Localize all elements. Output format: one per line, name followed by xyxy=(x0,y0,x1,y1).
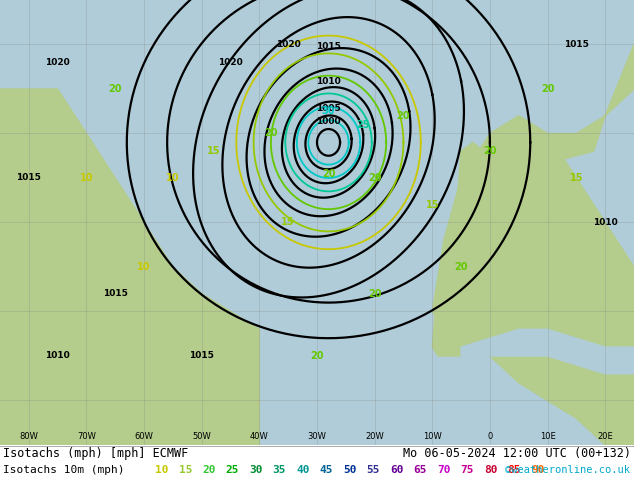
Text: 1000: 1000 xyxy=(316,118,341,126)
Text: 1015: 1015 xyxy=(190,351,214,361)
Text: 20: 20 xyxy=(368,289,382,299)
Text: 20: 20 xyxy=(483,147,496,156)
Text: 10: 10 xyxy=(155,465,169,475)
Text: 90: 90 xyxy=(531,465,545,475)
Text: 10: 10 xyxy=(166,173,179,183)
Text: 15: 15 xyxy=(281,218,295,227)
Text: 10: 10 xyxy=(80,173,93,183)
Text: 60W: 60W xyxy=(134,432,153,441)
Text: 20: 20 xyxy=(264,128,278,139)
Polygon shape xyxy=(519,36,634,160)
Text: 30: 30 xyxy=(249,465,262,475)
Text: 20: 20 xyxy=(397,111,410,121)
Text: 1015: 1015 xyxy=(16,173,41,182)
Text: 20: 20 xyxy=(108,84,122,94)
Text: 40W: 40W xyxy=(250,432,269,441)
Text: 1015: 1015 xyxy=(564,40,589,49)
Text: 55: 55 xyxy=(366,465,380,475)
Text: ©weatheronline.co.uk: ©weatheronline.co.uk xyxy=(505,465,630,475)
Text: 45: 45 xyxy=(320,465,333,475)
Text: 15: 15 xyxy=(179,465,192,475)
Text: Mo 06-05-2024 12:00 UTC (00+132): Mo 06-05-2024 12:00 UTC (00+132) xyxy=(403,446,631,460)
Polygon shape xyxy=(0,89,259,445)
Text: 50W: 50W xyxy=(192,432,211,441)
Text: 20: 20 xyxy=(541,84,554,94)
Text: 10W: 10W xyxy=(423,432,442,441)
Text: 15: 15 xyxy=(425,200,439,210)
Polygon shape xyxy=(432,276,507,356)
Text: 25: 25 xyxy=(356,120,370,129)
Text: 20W: 20W xyxy=(365,432,384,441)
Text: 80: 80 xyxy=(484,465,498,475)
Text: 20: 20 xyxy=(202,465,216,475)
Text: 70W: 70W xyxy=(77,432,96,441)
Text: 20: 20 xyxy=(322,169,335,178)
Text: 30W: 30W xyxy=(307,432,327,441)
Text: 70: 70 xyxy=(437,465,451,475)
Text: 1010: 1010 xyxy=(593,218,618,227)
Polygon shape xyxy=(461,329,634,374)
Text: 15: 15 xyxy=(207,147,220,156)
Text: 40: 40 xyxy=(296,465,309,475)
Text: 1005: 1005 xyxy=(316,104,341,113)
Text: 1020: 1020 xyxy=(45,58,70,67)
Text: 20: 20 xyxy=(368,173,382,183)
Text: 65: 65 xyxy=(413,465,427,475)
Text: 35: 35 xyxy=(273,465,286,475)
Text: 60: 60 xyxy=(390,465,403,475)
Text: 0: 0 xyxy=(488,432,493,441)
Text: 15: 15 xyxy=(569,173,583,183)
Text: 20E: 20E xyxy=(597,432,613,441)
Text: 1015: 1015 xyxy=(316,42,341,51)
Text: 85: 85 xyxy=(507,465,521,475)
Polygon shape xyxy=(455,143,490,222)
Text: 30: 30 xyxy=(322,106,335,116)
Text: 1020: 1020 xyxy=(276,40,301,49)
Text: 50: 50 xyxy=(343,465,356,475)
Text: 1020: 1020 xyxy=(218,58,243,67)
Text: 10E: 10E xyxy=(540,432,555,441)
Text: 75: 75 xyxy=(460,465,474,475)
Text: 20: 20 xyxy=(455,262,468,272)
Text: 1010: 1010 xyxy=(316,77,341,86)
Text: 25: 25 xyxy=(226,465,239,475)
Text: 1010: 1010 xyxy=(45,351,70,361)
Text: 80W: 80W xyxy=(20,432,38,441)
Text: Isotachs 10m (mph): Isotachs 10m (mph) xyxy=(3,465,124,475)
Text: 1015: 1015 xyxy=(103,289,127,298)
Polygon shape xyxy=(432,116,634,445)
Text: 10: 10 xyxy=(138,262,151,272)
Text: 20: 20 xyxy=(310,351,324,361)
Text: Isotachs (mph) [mph] ECMWF: Isotachs (mph) [mph] ECMWF xyxy=(3,446,188,460)
